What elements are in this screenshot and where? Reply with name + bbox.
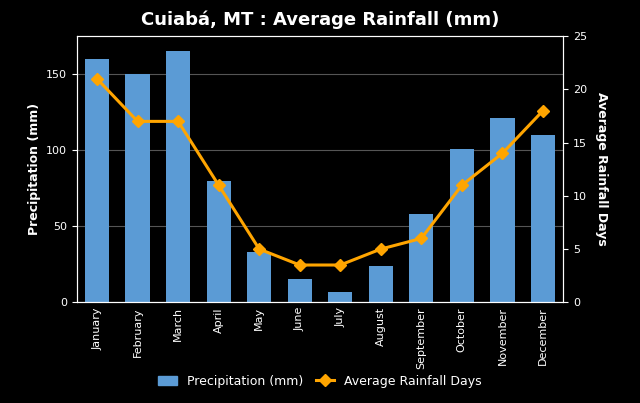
Bar <box>328 292 353 302</box>
Bar <box>125 74 150 302</box>
Bar <box>247 252 271 302</box>
Bar <box>409 214 433 302</box>
Legend: Precipitation (mm), Average Rainfall Days: Precipitation (mm), Average Rainfall Day… <box>153 370 487 393</box>
Bar <box>207 181 231 302</box>
Bar <box>287 279 312 302</box>
Y-axis label: Precipitation (mm): Precipitation (mm) <box>28 103 40 235</box>
Title: Cuiabá, MT : Average Rainfall (mm): Cuiabá, MT : Average Rainfall (mm) <box>141 10 499 29</box>
Bar <box>369 266 393 302</box>
Bar <box>85 59 109 302</box>
Bar <box>450 149 474 302</box>
Y-axis label: Average Rainfall Days: Average Rainfall Days <box>595 92 608 246</box>
Bar <box>531 135 555 302</box>
Bar <box>490 118 515 302</box>
Bar <box>166 52 190 302</box>
